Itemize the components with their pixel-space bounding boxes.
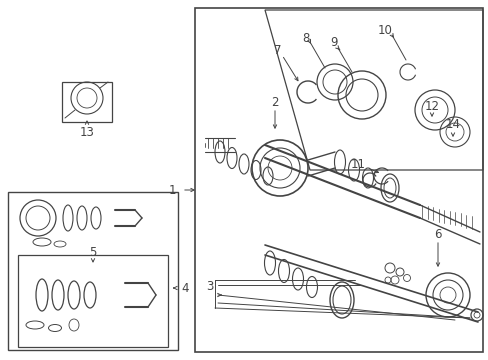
Bar (62, 82, 112, 122)
Text: 8: 8 (302, 31, 309, 45)
Bar (18, 255, 168, 347)
Text: 6: 6 (433, 228, 441, 240)
Text: 9: 9 (329, 36, 337, 49)
Text: 12: 12 (424, 99, 439, 112)
Text: 4: 4 (181, 282, 188, 294)
Text: 5: 5 (89, 246, 97, 258)
Text: 7: 7 (274, 44, 281, 57)
Text: 2: 2 (271, 96, 278, 109)
Text: 1: 1 (168, 184, 175, 197)
Bar (195, 8, 482, 352)
Text: 10: 10 (377, 23, 392, 36)
Text: 14: 14 (445, 118, 460, 131)
Bar (8, 192, 178, 350)
Text: 3: 3 (206, 280, 213, 293)
Text: 11: 11 (350, 158, 365, 171)
Text: 13: 13 (80, 126, 94, 139)
